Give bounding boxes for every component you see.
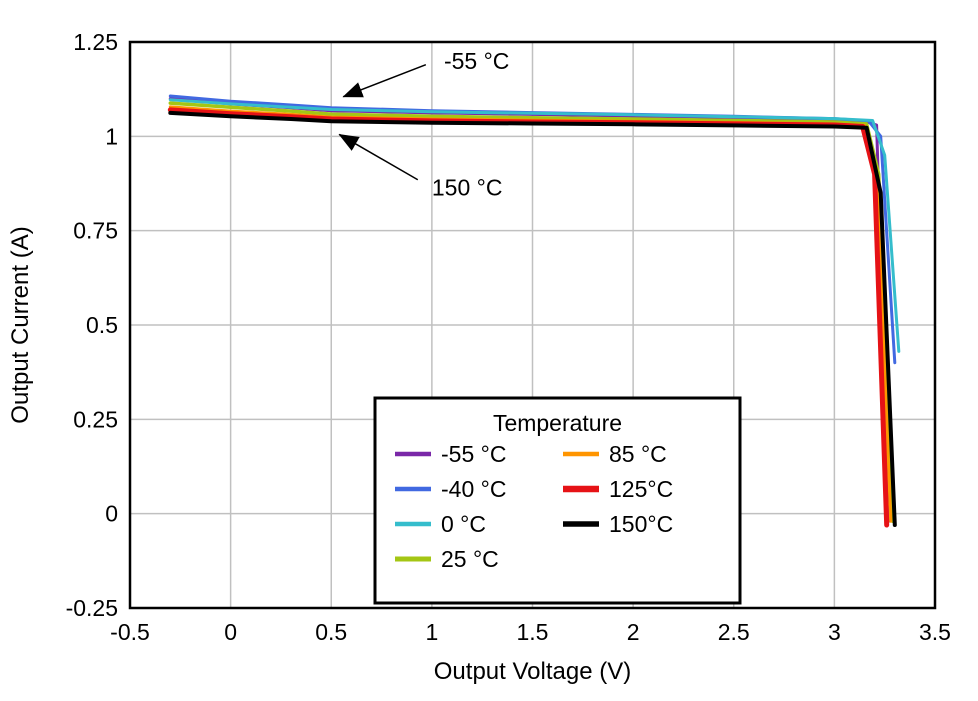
x-tick-label: 2.5: [718, 619, 750, 645]
legend-entry: 85 °C: [563, 441, 667, 467]
legend-entries: -55 °C -40 °C 0 °C 25 °C 85 °C 125°C 150°C: [395, 441, 673, 572]
x-tick-label: 0.5: [315, 619, 347, 645]
legend-label: 0 °C: [441, 511, 486, 537]
annotations: -55 °C 150 °C: [338, 48, 509, 200]
y-tick-label: 0.75: [73, 218, 118, 244]
series-line: [168, 110, 897, 527]
annotation-text: -55 °C: [444, 48, 509, 74]
legend-label: -55 °C: [441, 441, 506, 467]
legend-box: [373, 396, 742, 605]
legend-entry: 25 °C: [395, 546, 499, 572]
legend-label: 125°C: [609, 476, 673, 502]
legend: Temperature -55 °C -40 °C 0 °C 25 °C 85 °C 12…: [373, 396, 742, 605]
x-tick-label: 3.5: [919, 619, 951, 645]
legend-entry: -55 °C: [395, 441, 506, 467]
x-tick-label: 2: [627, 619, 640, 645]
legend-entry: 0 °C: [395, 511, 486, 537]
legend-label: -40 °C: [441, 476, 506, 502]
legend-label: 85 °C: [609, 441, 667, 467]
y-axis-title: Output Current (A): [7, 226, 34, 423]
legend-entry: 150°C: [563, 511, 673, 537]
x-tick-label: 1: [425, 619, 438, 645]
x-axis-tick-labels: -0.5 0 0.5 1 1.5 2 2.5 3 3.5: [110, 619, 951, 645]
y-tick-label: 1: [105, 123, 118, 149]
annotation-arrow: [338, 133, 419, 181]
x-tick-label: -0.5: [110, 619, 150, 645]
y-tick-label: 0.5: [86, 312, 118, 338]
y-tick-label: -0.25: [66, 595, 118, 621]
legend-entry: 125°C: [563, 476, 673, 502]
y-axis-tick-labels: -0.25 0 0.25 0.5 0.75 1 1.25: [66, 29, 118, 621]
x-tick-label: 0: [224, 619, 237, 645]
series-lines: [167, 94, 901, 528]
series-line: [168, 98, 901, 353]
y-tick-label: 1.25: [73, 29, 118, 55]
plot-frame: [128, 40, 937, 610]
legend-label: 150°C: [609, 511, 673, 537]
gridlines: [129, 41, 936, 609]
legend-label: 25 °C: [441, 546, 499, 572]
x-axis-title: Output Voltage (V): [434, 658, 631, 685]
y-tick-label: 0.25: [73, 406, 118, 432]
annotation-arrow: [342, 63, 427, 98]
y-tick-label: 0: [105, 501, 118, 527]
legend-entry: -40 °C: [395, 476, 506, 502]
legend-title: Temperature: [493, 410, 622, 436]
x-tick-label: 3: [828, 619, 841, 645]
annotation-text: 150 °C: [432, 174, 503, 200]
x-tick-label: 1.5: [517, 619, 549, 645]
